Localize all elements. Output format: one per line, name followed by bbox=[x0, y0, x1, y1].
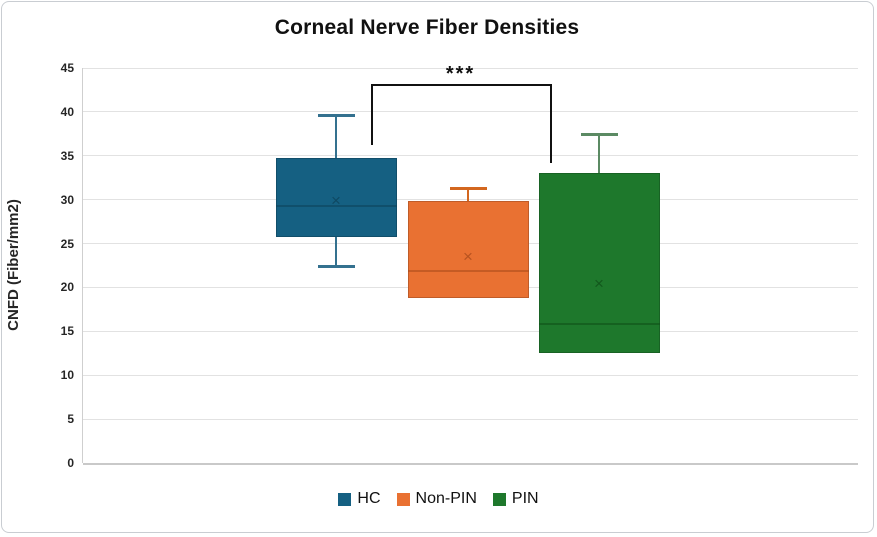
box-Non-PIN bbox=[407, 201, 529, 298]
whisker-cap-upper-Non-PIN bbox=[449, 187, 487, 191]
legend-item-HC: HC bbox=[338, 490, 381, 508]
y-tick-label-25: 25 bbox=[60, 236, 74, 251]
whisker-cap-upper-PIN bbox=[580, 132, 618, 136]
mean-marker-PIN: × bbox=[594, 273, 604, 293]
y-tick-label-0: 0 bbox=[67, 456, 74, 470]
gridline-0 bbox=[83, 462, 858, 465]
gridline-10 bbox=[83, 374, 858, 376]
y-tick-label-35: 35 bbox=[60, 148, 74, 163]
gridline-45 bbox=[83, 67, 858, 69]
mean-marker-HC: × bbox=[331, 190, 341, 210]
legend-swatch-PIN bbox=[492, 492, 506, 506]
gridline-40 bbox=[83, 111, 858, 113]
gridline-30 bbox=[83, 199, 858, 201]
legend-swatch-HC bbox=[338, 492, 352, 506]
y-tick-label-5: 5 bbox=[67, 412, 74, 427]
legend-item-PIN: PIN bbox=[492, 490, 539, 508]
gridline-15 bbox=[83, 330, 858, 332]
legend: HC Non-PIN PIN bbox=[2, 484, 873, 514]
y-tick-label-20: 20 bbox=[60, 280, 74, 295]
y-tick-label-15: 15 bbox=[60, 324, 74, 339]
legend-swatch-Non-PIN bbox=[396, 492, 410, 506]
whisker-lower-HC bbox=[335, 236, 337, 268]
legend-label-Non-PIN: Non-PIN bbox=[415, 490, 477, 507]
y-tick-label-30: 30 bbox=[60, 192, 74, 207]
significance-left-leg bbox=[371, 83, 373, 146]
median-PIN bbox=[538, 323, 660, 326]
whisker-cap-upper-HC bbox=[317, 114, 355, 118]
median-HC bbox=[275, 204, 397, 207]
whisker-upper-HC bbox=[335, 115, 337, 159]
legend-item-Non-PIN: Non-PIN bbox=[396, 490, 477, 508]
whisker-upper-PIN bbox=[598, 133, 600, 174]
y-tick-label-40: 40 bbox=[60, 104, 74, 119]
gridline-5 bbox=[83, 418, 858, 420]
legend-label-HC: HC bbox=[357, 490, 381, 507]
whisker-cap-lower-HC bbox=[317, 265, 355, 269]
gridline-35 bbox=[83, 155, 858, 157]
plot-area: × × × *** bbox=[82, 62, 858, 465]
significance-bar bbox=[371, 83, 552, 86]
legend-label-PIN: PIN bbox=[511, 490, 539, 507]
whisker-upper-Non-PIN bbox=[467, 188, 469, 202]
significance-right-leg bbox=[550, 83, 552, 163]
median-Non-PIN bbox=[407, 269, 529, 272]
y-axis-title: CNFD (Fiber/mm2) bbox=[5, 199, 22, 331]
mean-marker-Non-PIN: × bbox=[463, 246, 473, 266]
box-HC bbox=[275, 158, 397, 237]
box-PIN bbox=[538, 173, 660, 354]
y-tick-label-45: 45 bbox=[60, 61, 74, 75]
y-tick-label-10: 10 bbox=[60, 368, 74, 383]
significance-label: *** bbox=[445, 62, 476, 85]
chart-title: Corneal Nerve Fiber Densities bbox=[274, 16, 580, 39]
